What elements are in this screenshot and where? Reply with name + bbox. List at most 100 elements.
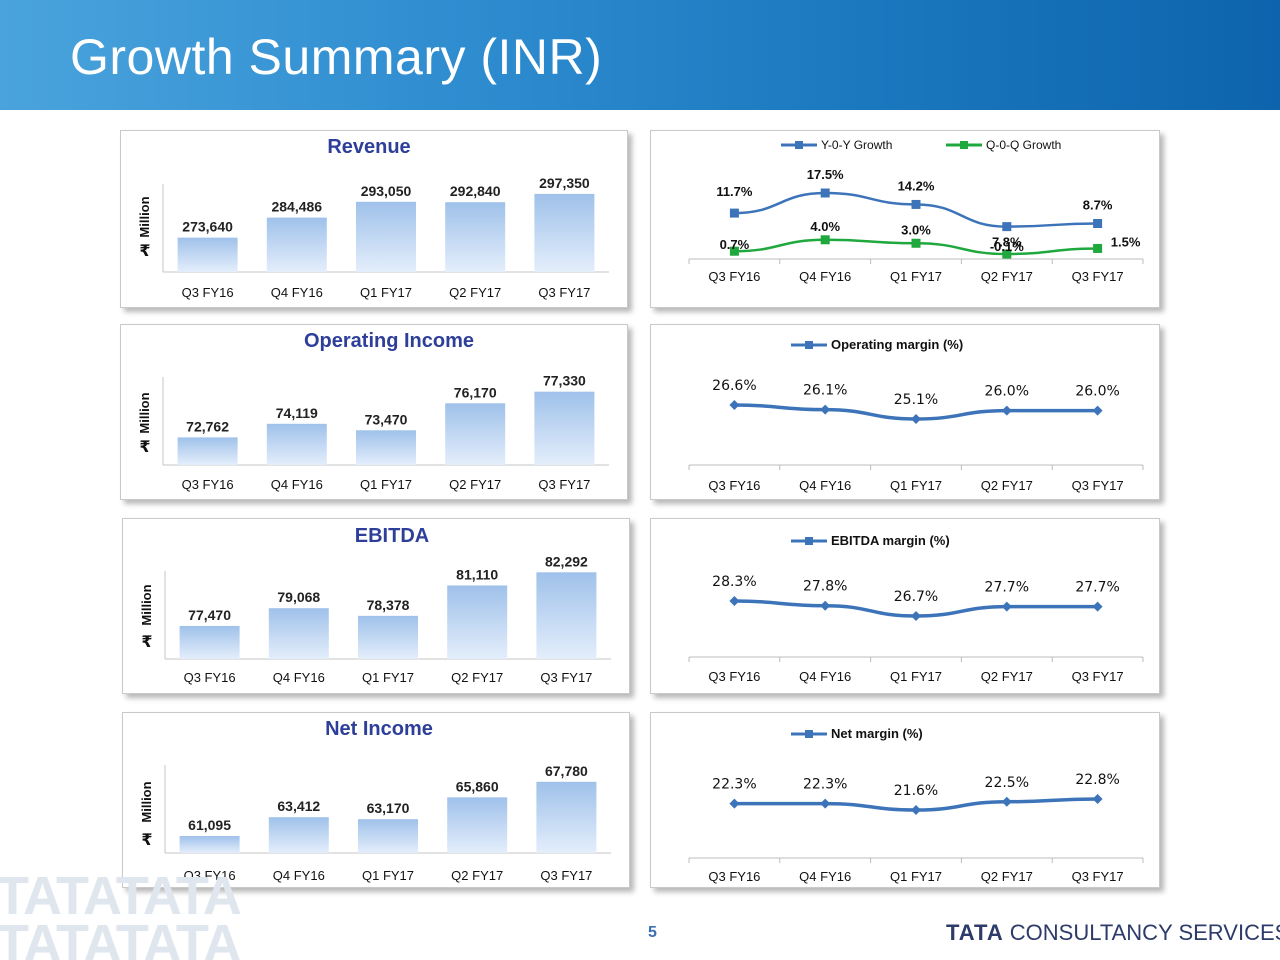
bar-q2-fy17 <box>447 797 508 853</box>
data-point <box>820 188 830 198</box>
data-label: 22.5% <box>985 775 1029 791</box>
x-tick-label: Q4 FY16 <box>273 670 325 685</box>
bar-q4-fy16 <box>266 217 327 272</box>
legend-marker <box>805 341 813 349</box>
legend-label: Q-0-Q Growth <box>986 138 1061 152</box>
x-tick-label: Q4 FY16 <box>271 477 323 492</box>
x-tick-label: Q4 FY16 <box>799 869 851 884</box>
x-tick-label: Q2 FY17 <box>449 285 501 300</box>
x-tick-label: Q3 FY16 <box>708 869 760 884</box>
bar-q3-fy16 <box>177 237 238 272</box>
legend-marker <box>805 730 813 738</box>
page-number: 5 <box>648 924 657 941</box>
data-point <box>1093 243 1103 253</box>
x-tick-label: Q4 FY16 <box>273 868 325 883</box>
x-tick-label: Q3 FY17 <box>538 477 590 492</box>
data-label: 293,050 <box>361 183 412 199</box>
y-axis-title: Million <box>139 781 154 822</box>
x-tick-label: Q3 FY17 <box>1072 869 1124 884</box>
legend-label: Operating margin (%) <box>831 337 963 352</box>
data-point <box>911 238 921 248</box>
x-tick-label: Q2 FY17 <box>981 869 1033 884</box>
x-tick-label: Q3 FY16 <box>708 669 760 684</box>
data-label: 61,095 <box>188 817 231 833</box>
data-point <box>1092 794 1103 804</box>
x-tick-label: Q3 FY16 <box>182 477 234 492</box>
x-tick-label: Q3 FY17 <box>540 868 592 883</box>
data-label: 292,840 <box>450 183 501 199</box>
data-label: 26.0% <box>1075 384 1119 400</box>
data-point <box>1093 219 1103 228</box>
x-tick-label: Q4 FY16 <box>271 285 323 300</box>
ebitda-chart-panel: EBITDA ₹ Million 77,470 Q3 FY16 79,068 Q4 FY16… <box>122 518 630 694</box>
data-point <box>911 805 921 815</box>
data-label: 0.7% <box>720 237 750 252</box>
net-income-bar-chart: Net Income ₹ Million 61,095 Q3 FY16 63,412 Q4 … <box>139 718 611 883</box>
bar-q3-fy17 <box>534 193 595 272</box>
operating-income-bar-chart: Operating Income ₹ Million 72,762 Q3 FY16 74,… <box>137 330 609 492</box>
data-point <box>729 798 740 809</box>
data-point <box>729 208 739 218</box>
chart-title: Operating Income <box>304 330 474 352</box>
data-point <box>911 199 921 209</box>
data-label: 297,350 <box>539 175 590 191</box>
data-point <box>729 246 739 256</box>
rupee-icon: ₹ <box>141 632 152 651</box>
x-tick-label: Q2 FY17 <box>981 269 1033 284</box>
x-tick-label: Q3 FY16 <box>184 670 236 685</box>
legend-label: EBITDA margin (%) <box>831 533 950 548</box>
legend-label: Net margin (%) <box>831 726 923 741</box>
data-label: 284,486 <box>271 199 322 215</box>
data-point <box>820 798 831 809</box>
x-tick-label: Q1 FY17 <box>890 478 942 493</box>
header-banner: Growth Summary (INR) <box>0 0 1280 110</box>
data-label: 72,762 <box>186 418 229 434</box>
bar-q2-fy17 <box>445 202 506 272</box>
data-point <box>1002 222 1012 232</box>
data-label: 26.7% <box>894 589 938 605</box>
data-point <box>911 414 921 424</box>
data-label: 11.7% <box>716 184 753 199</box>
data-label: 78,378 <box>367 597 410 613</box>
y-axis-title: Million <box>137 196 152 237</box>
x-tick-label: Q3 FY17 <box>1072 269 1124 284</box>
x-tick-label: Q4 FY16 <box>799 269 851 284</box>
data-label: 74,119 <box>276 405 318 421</box>
data-label: 273,640 <box>182 219 233 235</box>
bar-q3-fy17 <box>534 391 595 465</box>
data-label: 4.0% <box>810 219 840 234</box>
legend-marker <box>960 141 968 149</box>
data-label: 77,330 <box>543 373 586 389</box>
data-label: 27.8% <box>803 579 847 595</box>
data-label: 63,170 <box>367 800 410 816</box>
bar-q3-fy17 <box>536 572 597 659</box>
net-income-chart-panel: Net Income ₹ Million 61,095 Q3 FY16 63,412 Q4 … <box>122 712 630 888</box>
ebitda-margin-chart-panel: Q3 FY16 Q4 FY16 Q1 FY17 Q2 FY17 Q3 FY17 EBITD… <box>650 518 1160 694</box>
x-tick-label: Q3 FY17 <box>1072 478 1124 493</box>
data-label: 82,292 <box>545 553 588 569</box>
legend-marker <box>795 141 803 149</box>
bar-q2-fy17 <box>445 403 506 465</box>
operating-income-chart-panel: Operating Income ₹ Million 72,762 Q3 FY16 74,… <box>120 324 628 500</box>
data-label: 21.6% <box>894 783 938 799</box>
data-label: 22.3% <box>803 777 847 793</box>
x-tick-label: Q1 FY17 <box>360 477 412 492</box>
x-tick-label: Q2 FY17 <box>451 868 503 883</box>
bar-q4-fy16 <box>268 817 329 853</box>
bar-q1-fy17 <box>356 430 416 465</box>
revenue-growth-line-chart: Q3 FY16 Q4 FY16 Q1 FY17 Q2 FY17 Q3 FY17 Y-0-Y… <box>688 138 1144 284</box>
ebitda-bar-chart: EBITDA ₹ Million 77,470 Q3 FY16 79,068 Q4 FY16… <box>139 525 611 685</box>
company-name: CONSULTANCY SERVICES <box>1009 920 1280 945</box>
data-point <box>1002 249 1012 259</box>
y-axis-title: Million <box>137 392 152 433</box>
tata-logo-word: TATA <box>946 920 1004 945</box>
x-tick-label: Q1 FY17 <box>360 285 412 300</box>
data-label: 26.1% <box>803 383 847 399</box>
data-point <box>729 596 740 606</box>
revenue-chart-panel: Revenue ₹ Million 273,640 Q3 FY16 284,486 Q4 F… <box>120 130 628 308</box>
data-point <box>820 600 831 611</box>
data-label: 26.0% <box>985 384 1029 400</box>
data-point <box>1092 601 1103 612</box>
data-point <box>911 611 921 621</box>
data-label: 17.5% <box>807 167 844 182</box>
